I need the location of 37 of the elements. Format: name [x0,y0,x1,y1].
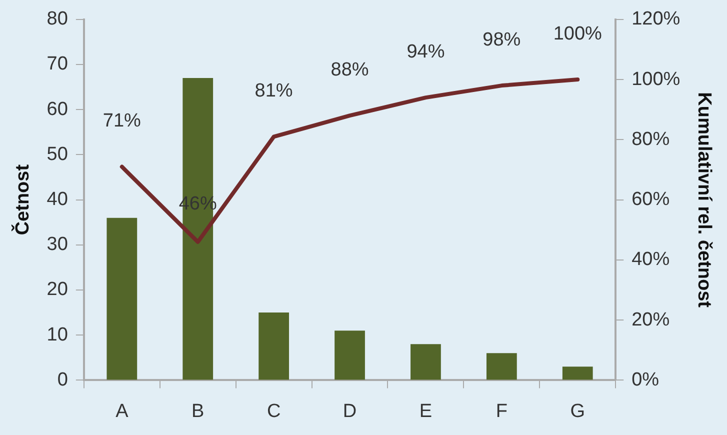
y-tick-label: 60 [46,98,68,120]
y-tick-label: 0 [57,369,68,390]
y-axis-title: Četnost [10,164,34,236]
y2-tick-label: 80% [632,128,670,150]
y2-tick-label: 40% [632,249,670,270]
bar [258,312,290,380]
x-tick-label: C [266,400,281,422]
data-label: 81% [254,80,293,102]
x-tick-label: F [496,400,508,422]
y-tick-label: 70 [46,54,68,75]
data-label: 98% [482,29,521,50]
y2-tick-label: 120% [632,8,680,30]
y2-axis-title: Kumulativní rel. četnost [693,92,714,308]
y-tick-label: 30 [46,234,68,256]
y2-tick-label: 20% [632,309,670,330]
y-tick-label: 80 [46,8,68,30]
bar [106,218,138,380]
bar [562,366,593,380]
y-tick-label: 50 [46,144,68,165]
bar [334,330,365,380]
y-tick-label: 20 [46,279,68,300]
y-tick-label: 40 [46,189,68,210]
y-tick-label: 10 [46,324,68,346]
x-tick-label: D [342,400,357,422]
data-label: 71% [102,110,142,132]
data-label: 100% [553,23,602,44]
y2-tick-label: 0% [632,369,660,390]
bar [486,353,517,380]
x-tick-label: E [419,400,432,422]
y2-tick-label: 60% [632,189,670,210]
x-tick-label: G [570,400,586,422]
x-tick-label: A [116,400,129,422]
data-label: 88% [330,59,369,80]
y2-tick-label: 100% [632,68,680,90]
x-tick-label: B [192,400,204,422]
bar [410,344,441,380]
data-label: 94% [406,41,445,62]
